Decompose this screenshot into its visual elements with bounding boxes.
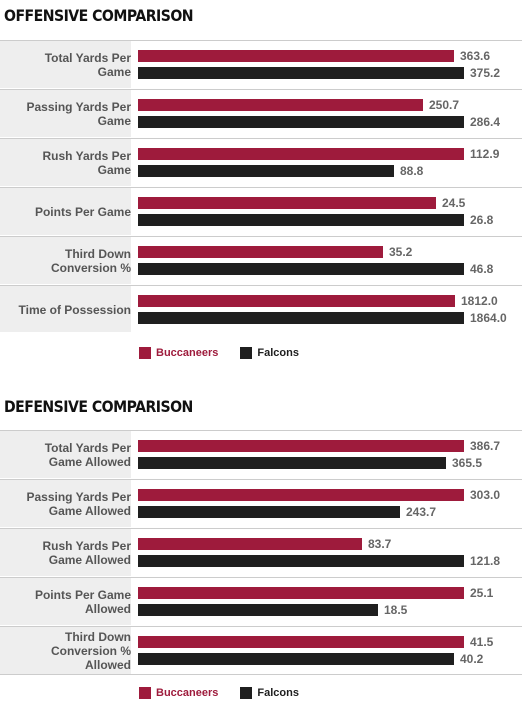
category-label: Time of Possession <box>0 287 131 332</box>
defensive-chart-svg: 386.7 365.5 303.0 243.7 83.7 121.8 25.1 18.5 41.… <box>0 430 522 675</box>
value-label-buccaneers: 41.5 <box>470 635 494 649</box>
category-label: Points Per Game <box>0 189 131 234</box>
value-label-falcons: 88.8 <box>400 164 424 178</box>
value-label-buccaneers: 250.7 <box>429 98 459 112</box>
bar-buccaneers <box>138 148 464 160</box>
category-label-background <box>0 90 131 137</box>
bar-falcons <box>138 67 464 79</box>
value-label-falcons: 365.5 <box>452 456 482 470</box>
legend-swatch-buccaneers <box>139 347 151 359</box>
bar-falcons <box>138 604 378 616</box>
category-label: Third Down Conversion % Allowed <box>0 628 131 673</box>
value-label-buccaneers: 363.6 <box>460 49 490 63</box>
defensive-title: DEFENSIVE COMPARISON <box>4 397 193 416</box>
category-label-background <box>0 578 131 625</box>
value-label-buccaneers: 112.9 <box>470 147 500 161</box>
legend-item-buccaneers: Buccaneers <box>139 687 218 699</box>
bar-buccaneers <box>138 197 436 209</box>
category-label-text: Total Yards Per Game Allowed <box>44 440 131 469</box>
bar-buccaneers <box>138 246 383 258</box>
value-label-buccaneers: 1812.0 <box>461 294 498 308</box>
bar-falcons <box>138 506 400 518</box>
bar-buccaneers <box>138 99 423 111</box>
category-label-background <box>0 188 131 235</box>
category-label-background <box>0 41 131 88</box>
value-label-buccaneers: 303.0 <box>470 488 500 502</box>
category-label: Rush Yards Per Game <box>0 140 132 185</box>
bar-falcons <box>138 214 464 226</box>
category-label-text: Time of Possession <box>18 302 131 317</box>
bar-falcons <box>138 555 464 567</box>
legend-label-falcons: Falcons <box>257 687 299 699</box>
category-label-background <box>0 139 131 186</box>
value-label-falcons: 40.2 <box>460 652 484 666</box>
bar-falcons <box>138 653 454 665</box>
category-label-background <box>0 286 131 332</box>
category-label: Points Per Game Allowed <box>0 579 131 624</box>
legend-label-buccaneers: Buccaneers <box>156 687 219 699</box>
bar-buccaneers <box>138 636 464 648</box>
category-label-text: Third Down Conversion % <box>50 246 131 275</box>
category-label-text: Total Yards Per Game <box>44 50 131 79</box>
category-label-text: Rush Yards Per Game Allowed <box>42 538 132 567</box>
value-label-buccaneers: 35.2 <box>389 245 413 259</box>
value-label-buccaneers: 83.7 <box>368 537 392 551</box>
bar-falcons <box>138 165 394 177</box>
value-label-falcons: 121.8 <box>470 554 500 568</box>
value-label-falcons: 18.5 <box>384 603 408 617</box>
category-label-background <box>0 431 131 478</box>
bar-buccaneers <box>138 440 464 452</box>
category-label: Total Yards Per Game Allowed <box>0 432 131 477</box>
category-label: Rush Yards Per Game Allowed <box>0 530 132 575</box>
legend-item-falcons: Falcons <box>240 347 299 359</box>
offensive-legend: Buccaneers Falcons <box>139 347 321 359</box>
legend-swatch-falcons <box>240 687 253 699</box>
legend-swatch-falcons <box>240 347 253 359</box>
category-label: Third Down Conversion % <box>0 238 131 283</box>
bar-buccaneers <box>138 489 464 501</box>
value-label-falcons: 375.2 <box>470 66 500 80</box>
value-label-falcons: 1864.0 <box>470 311 507 325</box>
bar-falcons <box>138 116 464 128</box>
bar-buccaneers <box>138 50 454 62</box>
legend-label-buccaneers: Buccaneers <box>156 347 219 359</box>
defensive-chart: 386.7 365.5 303.0 243.7 83.7 121.8 25.1 18.5 41.… <box>0 430 522 715</box>
value-label-buccaneers: 386.7 <box>470 439 500 453</box>
value-label-falcons: 243.7 <box>406 505 436 519</box>
value-label-buccaneers: 24.5 <box>442 196 466 210</box>
category-label: Total Yards Per Game <box>0 42 131 87</box>
category-label-background <box>0 237 131 284</box>
bar-buccaneers <box>138 538 362 550</box>
bar-buccaneers <box>138 587 464 599</box>
category-label: Passing Yards Per Game <box>0 91 131 136</box>
value-label-buccaneers: 25.1 <box>470 586 494 600</box>
value-label-falcons: 286.4 <box>470 115 500 129</box>
value-label-falcons: 46.8 <box>470 262 494 276</box>
category-label-text: Passing Yards Per Game Allowed <box>26 489 131 518</box>
offensive-chart-svg: 363.6 375.2 250.7 286.4 112.9 88.8 24.5 26.8 35.… <box>0 40 522 332</box>
category-label-background <box>0 480 131 527</box>
category-label-text: Rush Yards Per Game <box>42 148 132 177</box>
category-label-background <box>0 627 131 674</box>
category-label-background <box>0 529 131 576</box>
bar-falcons <box>138 312 464 324</box>
value-label-falcons: 26.8 <box>470 213 494 227</box>
category-label-text: Passing Yards Per Game <box>26 99 131 128</box>
bar-buccaneers <box>138 295 455 307</box>
category-label-text: Points Per Game Allowed <box>34 587 131 616</box>
defensive-legend: Buccaneers Falcons <box>139 687 321 699</box>
legend-label-falcons: Falcons <box>257 347 299 359</box>
legend-item-falcons: Falcons <box>240 687 299 699</box>
bar-falcons <box>138 263 464 275</box>
offensive-chart: 363.6 375.2 250.7 286.4 112.9 88.8 24.5 26.8 35.… <box>0 40 522 372</box>
legend-swatch-buccaneers <box>139 687 151 699</box>
bar-falcons <box>138 457 446 469</box>
category-label-text: Third Down Conversion % Allowed <box>50 629 131 672</box>
legend-item-buccaneers: Buccaneers <box>139 347 218 359</box>
category-label: Passing Yards Per Game Allowed <box>0 481 131 526</box>
category-label-text: Points Per Game <box>34 204 131 219</box>
offensive-title: OFFENSIVE COMPARISON <box>4 6 194 25</box>
